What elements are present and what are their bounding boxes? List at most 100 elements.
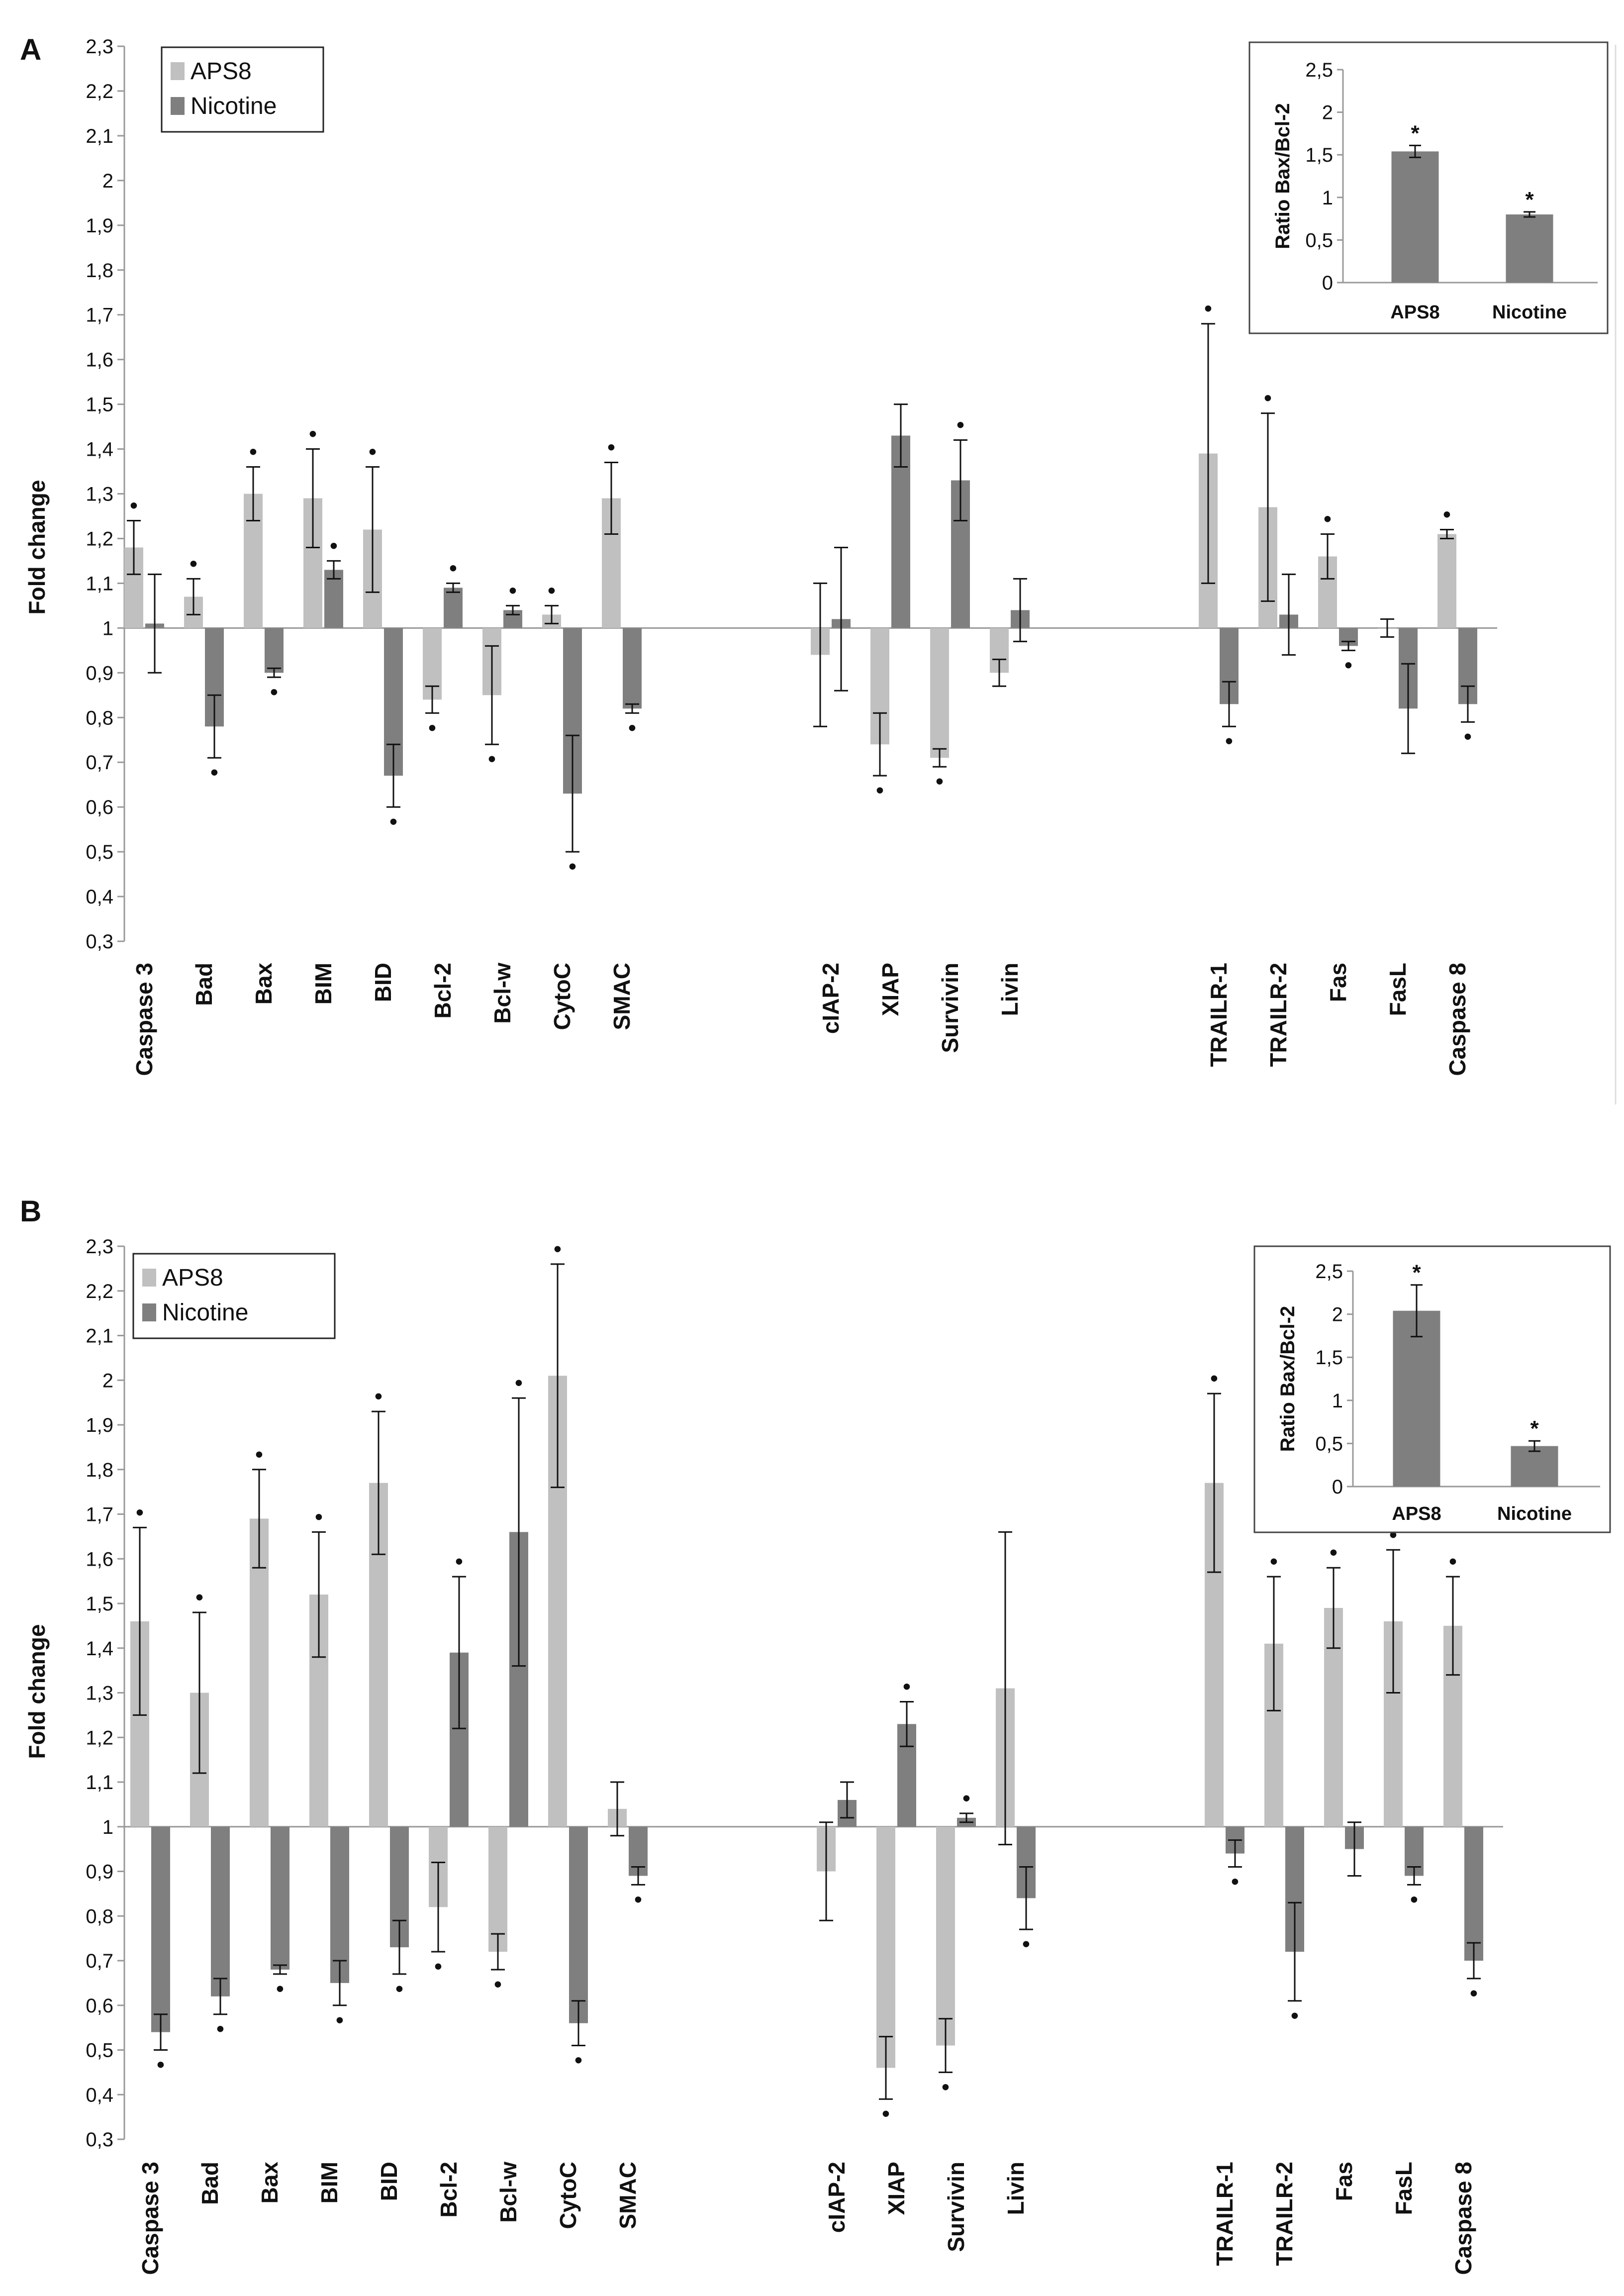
legend-box: [132, 1253, 336, 1339]
inset-y-tick-label: 2,5: [1305, 59, 1333, 81]
bar-nicotine: [271, 1826, 289, 1970]
y-tick-label: 1,3: [86, 484, 113, 505]
x-tick-label: SMAC: [615, 2162, 641, 2229]
x-tick-label: TRAILR-1: [1206, 963, 1232, 1067]
bar-aps8: [250, 1518, 269, 1827]
significance-marker: •: [634, 1887, 642, 1911]
significance-marker: •: [1443, 502, 1450, 526]
y-tick-label: 2,3: [86, 36, 113, 58]
bar-aps8: [936, 1826, 955, 2046]
y-axis-label: Fold change: [24, 480, 50, 615]
y-tick-label: 1,7: [86, 304, 113, 326]
legend-box: [161, 46, 324, 133]
x-tick-label: XIAP: [877, 963, 903, 1016]
inset-y-tick-label: 0: [1322, 272, 1333, 294]
inset-significance-marker: *: [1412, 1261, 1421, 1285]
significance-marker: •: [515, 1371, 522, 1395]
x-tick-label: Livin: [1003, 2162, 1029, 2215]
legend-swatch-aps8: [142, 1269, 156, 1287]
y-tick-label: 1,6: [86, 349, 113, 371]
significance-marker: •: [509, 578, 516, 602]
significance-marker: •: [628, 715, 636, 740]
x-tick-label: BID: [376, 2162, 402, 2201]
inset-x-tick-label: Nicotine: [1492, 302, 1567, 323]
inset-y-axis-label: Ratio Bax/Bcl-2: [1277, 1306, 1299, 1452]
significance-marker: •: [956, 413, 964, 437]
significance-marker: •: [548, 578, 555, 602]
significance-marker: •: [1330, 1540, 1337, 1565]
significance-marker: •: [1291, 2003, 1298, 2028]
inset-y-tick-label: 1,5: [1305, 144, 1333, 166]
significance-marker: •: [434, 1954, 442, 1979]
significance-marker: •: [1464, 724, 1471, 749]
significance-marker: •: [962, 1786, 970, 1810]
x-tick-label: BIM: [316, 2162, 342, 2203]
significance-marker: •: [1231, 1870, 1239, 1894]
significance-marker: •: [1264, 386, 1271, 410]
x-tick-label: Bax: [257, 2162, 283, 2204]
legend-label: APS8: [191, 58, 252, 85]
significance-marker: •: [375, 1384, 382, 1408]
x-tick-label: Caspase 3: [137, 2162, 163, 2275]
inset-bar: [1506, 214, 1553, 283]
inset-y-tick-label: 1: [1322, 187, 1333, 209]
inset-y-tick-label: 0,5: [1305, 229, 1333, 251]
y-tick-label: 1,8: [86, 1459, 113, 1481]
significance-marker: •: [190, 551, 197, 576]
x-tick-label: Bcl-w: [495, 2162, 521, 2223]
bar-aps8: [876, 1826, 895, 2068]
x-tick-label: Fas: [1331, 2162, 1357, 2201]
y-tick-label: 1,1: [86, 573, 113, 595]
bar-nicotine: [444, 588, 463, 628]
y-tick-label: 1,9: [86, 1414, 113, 1436]
significance-marker: •: [136, 1500, 143, 1524]
significance-marker: •: [1204, 297, 1212, 321]
significance-marker: •: [255, 1442, 263, 1467]
y-tick-label: 1: [102, 1816, 113, 1838]
significance-marker: •: [1470, 1981, 1477, 2005]
inset-y-tick-label: 2: [1322, 102, 1333, 124]
significance-marker: •: [1270, 1549, 1277, 1574]
significance-marker: •: [130, 493, 137, 517]
y-tick-label: 1,3: [86, 1683, 113, 1704]
significance-marker: •: [569, 854, 576, 879]
x-tick-label: CytoC: [555, 2162, 581, 2229]
y-tick-label: 0,8: [86, 1905, 113, 1927]
significance-marker: •: [369, 440, 376, 464]
y-tick-label: 1,5: [86, 394, 113, 416]
x-tick-label: Fas: [1325, 963, 1351, 1002]
x-tick-label: TRAILR-2: [1265, 963, 1291, 1067]
y-tick-label: 0,7: [86, 752, 113, 774]
x-tick-label: TRAILR-1: [1212, 2162, 1238, 2266]
bar-nicotine: [265, 628, 284, 673]
inset-significance-marker: *: [1530, 1416, 1539, 1441]
significance-marker: •: [1410, 1887, 1418, 1911]
x-tick-label: Survivin: [937, 963, 963, 1053]
panel-label: A: [20, 33, 41, 66]
significance-marker: •: [195, 1585, 203, 1609]
significance-marker: •: [428, 715, 436, 740]
significance-marker: •: [455, 1549, 463, 1574]
y-tick-label: 0,5: [86, 841, 113, 863]
inset-bar: [1511, 1446, 1558, 1487]
inset-bar: [1393, 1310, 1440, 1487]
significance-marker: •: [1225, 729, 1233, 753]
legend-label: APS8: [162, 1265, 223, 1291]
x-tick-label: Bax: [251, 963, 277, 1005]
y-tick-label: 2,2: [86, 1281, 113, 1302]
inset-y-tick-label: 2,5: [1315, 1261, 1343, 1283]
significance-marker: •: [309, 422, 316, 446]
x-tick-label: Bad: [197, 2162, 223, 2205]
significance-marker: •: [494, 1972, 501, 1997]
y-tick-label: 0,4: [86, 886, 113, 908]
inset-y-tick-label: 0,5: [1315, 1433, 1343, 1455]
x-tick-label: FasL: [1385, 963, 1411, 1016]
x-tick-label: Livin: [997, 963, 1023, 1016]
y-tick-label: 0,6: [86, 1995, 113, 2017]
y-tick-label: 1,2: [86, 1727, 113, 1749]
x-tick-label: cIAP-2: [824, 2162, 850, 2233]
y-tick-label: 1,9: [86, 215, 113, 237]
y-tick-label: 0,7: [86, 1950, 113, 1972]
significance-marker: •: [395, 1977, 403, 2001]
significance-marker: •: [1210, 1366, 1218, 1391]
